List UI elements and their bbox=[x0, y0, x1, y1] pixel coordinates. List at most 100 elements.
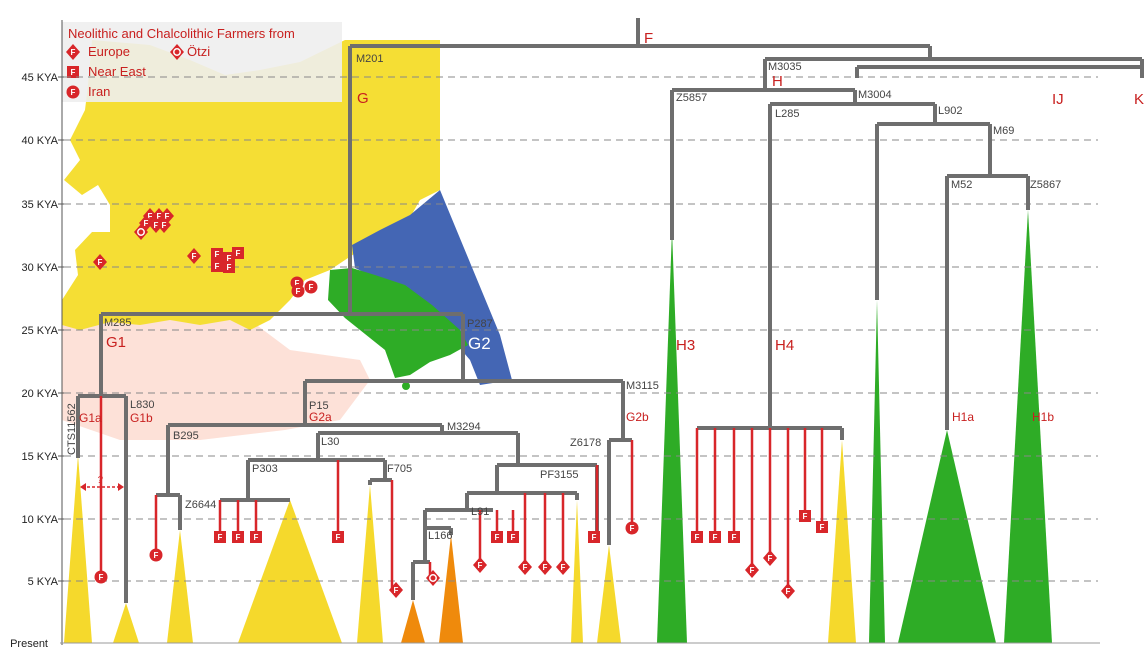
node-m285: M285 bbox=[104, 317, 132, 329]
europe-farmer-marker bbox=[149, 217, 163, 233]
tick-20: 20 KYA bbox=[22, 388, 59, 400]
farmer-marker-letter: F bbox=[713, 533, 718, 542]
tick-10: 10 KYA bbox=[22, 514, 59, 526]
legend-box bbox=[62, 22, 342, 102]
otzi-marker bbox=[134, 224, 148, 240]
iran-farmer-marker bbox=[625, 521, 639, 535]
node-b295: B295 bbox=[173, 430, 199, 442]
clade-l166-b bbox=[439, 535, 463, 643]
label-h3: H3 bbox=[676, 337, 695, 354]
otzi-marker-ring bbox=[429, 574, 437, 582]
clade-z6644 bbox=[167, 530, 193, 643]
label-g: G bbox=[357, 90, 369, 107]
clade-g1b bbox=[113, 603, 139, 643]
node-l91: L91 bbox=[471, 506, 489, 518]
farmer-marker-letter: F bbox=[543, 563, 548, 572]
farmer-marker-letter: F bbox=[786, 587, 791, 596]
tick-30: 30 KYA bbox=[22, 262, 59, 274]
node-cts11562: CTS11562 bbox=[66, 403, 78, 455]
farmer-marker-letter: F bbox=[630, 524, 635, 533]
farmer-marker-letter: F bbox=[394, 586, 399, 595]
farmer-marker-letter: F bbox=[511, 533, 516, 542]
farmer-marker-letter: F bbox=[495, 533, 500, 542]
clade-triangles bbox=[64, 210, 1052, 643]
haplogroup-labels: F G G1 G2 G1a G1b G2a G2b H H3 H4 H1a H1… bbox=[79, 30, 1144, 425]
uncertainty-marker: ? bbox=[80, 475, 124, 491]
tick-35: 35 KYA bbox=[22, 199, 59, 211]
near-east-farmer-marker bbox=[67, 66, 79, 78]
europe-farmer-marker bbox=[745, 562, 759, 578]
label-k: K bbox=[1134, 91, 1144, 108]
label-g1a: G1a bbox=[79, 411, 102, 425]
iran-farmer-marker bbox=[94, 570, 108, 584]
farmer-marker-letter: F bbox=[99, 573, 104, 582]
clade-l902 bbox=[869, 300, 885, 643]
time-axis: 45 KYA 40 KYA 35 KYA 30 KYA 25 KYA 20 KY… bbox=[10, 72, 59, 648]
farmer-marker-letter: F bbox=[296, 287, 301, 296]
node-p287: P287 bbox=[467, 318, 493, 330]
label-h1a: H1a bbox=[952, 410, 974, 424]
node-z6178: Z6178 bbox=[570, 437, 601, 449]
node-m3035: M3035 bbox=[768, 61, 802, 73]
farmer-marker-letter: F bbox=[192, 252, 197, 261]
near-east-farmer-marker bbox=[332, 531, 344, 543]
node-m3004: M3004 bbox=[858, 89, 892, 101]
europe-farmer-marker bbox=[538, 559, 552, 575]
farmer-marker-letter: F bbox=[71, 48, 76, 57]
otzi-marker bbox=[426, 570, 440, 586]
farmer-marker-letter: F bbox=[98, 258, 103, 267]
tick-40: 40 KYA bbox=[22, 135, 59, 147]
europe-farmer-marker bbox=[187, 248, 201, 264]
tick-present: Present bbox=[10, 638, 48, 648]
label-g2: G2 bbox=[468, 334, 491, 353]
node-l902: L902 bbox=[938, 105, 962, 117]
iran-farmer-marker bbox=[66, 85, 80, 99]
farmer-marker-letter: F bbox=[218, 533, 223, 542]
farmer-marker-letter: F bbox=[148, 212, 153, 221]
europe-farmer-marker bbox=[66, 44, 80, 60]
label-g2a: G2a bbox=[309, 410, 332, 424]
farmer-marker-letter: F bbox=[336, 533, 341, 542]
farmer-lineages bbox=[99, 396, 824, 591]
node-m69: M69 bbox=[993, 125, 1014, 137]
europe-farmer-marker bbox=[473, 557, 487, 573]
farmer-marker-letter: F bbox=[768, 554, 773, 563]
clade-g1a bbox=[64, 455, 92, 643]
farmer-marker-letter: F bbox=[254, 533, 259, 542]
near-east-farmer-marker bbox=[816, 521, 828, 533]
label-g1: G1 bbox=[106, 334, 126, 351]
gridlines bbox=[58, 20, 1098, 645]
iran-farmer-marker bbox=[304, 280, 318, 294]
farmer-marker-letter: F bbox=[165, 212, 170, 221]
near-east-farmer-marker bbox=[223, 261, 235, 273]
farmer-marker-letter: F bbox=[236, 533, 241, 542]
iran-farmer-marker bbox=[291, 284, 305, 298]
node-f705: F705 bbox=[387, 463, 412, 475]
node-p15: P15 bbox=[309, 400, 329, 412]
node-z5857: Z5857 bbox=[676, 92, 707, 104]
tick-25: 25 KYA bbox=[22, 325, 59, 337]
farmer-marker-letter: F bbox=[154, 221, 159, 230]
label-root-f: F bbox=[644, 30, 653, 47]
near-east-farmer-marker bbox=[507, 531, 519, 543]
uncertainty-label: ? bbox=[97, 475, 103, 486]
clade-f705 bbox=[357, 485, 383, 643]
map-africa-shading bbox=[62, 320, 370, 440]
farmer-marker-letter: F bbox=[227, 254, 232, 263]
node-m3294: M3294 bbox=[447, 421, 481, 433]
clade-l166-a bbox=[401, 600, 425, 643]
clade-h3 bbox=[657, 230, 687, 643]
legend-europe: Europe bbox=[88, 44, 130, 59]
otzi-marker bbox=[170, 44, 184, 60]
node-m3115: M3115 bbox=[626, 380, 659, 392]
europe-farmer-marker bbox=[763, 550, 777, 566]
node-m52: M52 bbox=[951, 179, 972, 191]
farmer-marker-letter: F bbox=[215, 262, 220, 271]
farmer-marker-letter: F bbox=[236, 249, 241, 258]
label-g1b: G1b bbox=[130, 411, 153, 425]
clade-z6178 bbox=[597, 545, 621, 643]
near-east-farmer-marker bbox=[799, 510, 811, 522]
near-east-farmer-marker bbox=[232, 531, 244, 543]
farmer-marker-letter: F bbox=[157, 212, 162, 221]
